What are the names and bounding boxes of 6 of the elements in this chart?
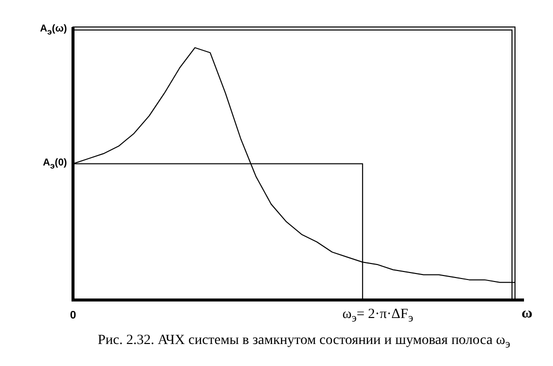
text: A$_{э}$(0)	[42, 157, 67, 170]
y-axis-title: A$_{э}$(ω)	[40, 23, 67, 36]
x-tick-label: 0	[70, 310, 76, 322]
x-axis-title: ω	[522, 306, 532, 322]
x-tick-label: ω$_{э}$= 2·π·ΔF$_{э}$	[342, 306, 414, 325]
text: Рис. 2.32. АЧХ системы в замкнутом состоянии и шумовая полоса ω$_{э}$	[98, 332, 510, 351]
